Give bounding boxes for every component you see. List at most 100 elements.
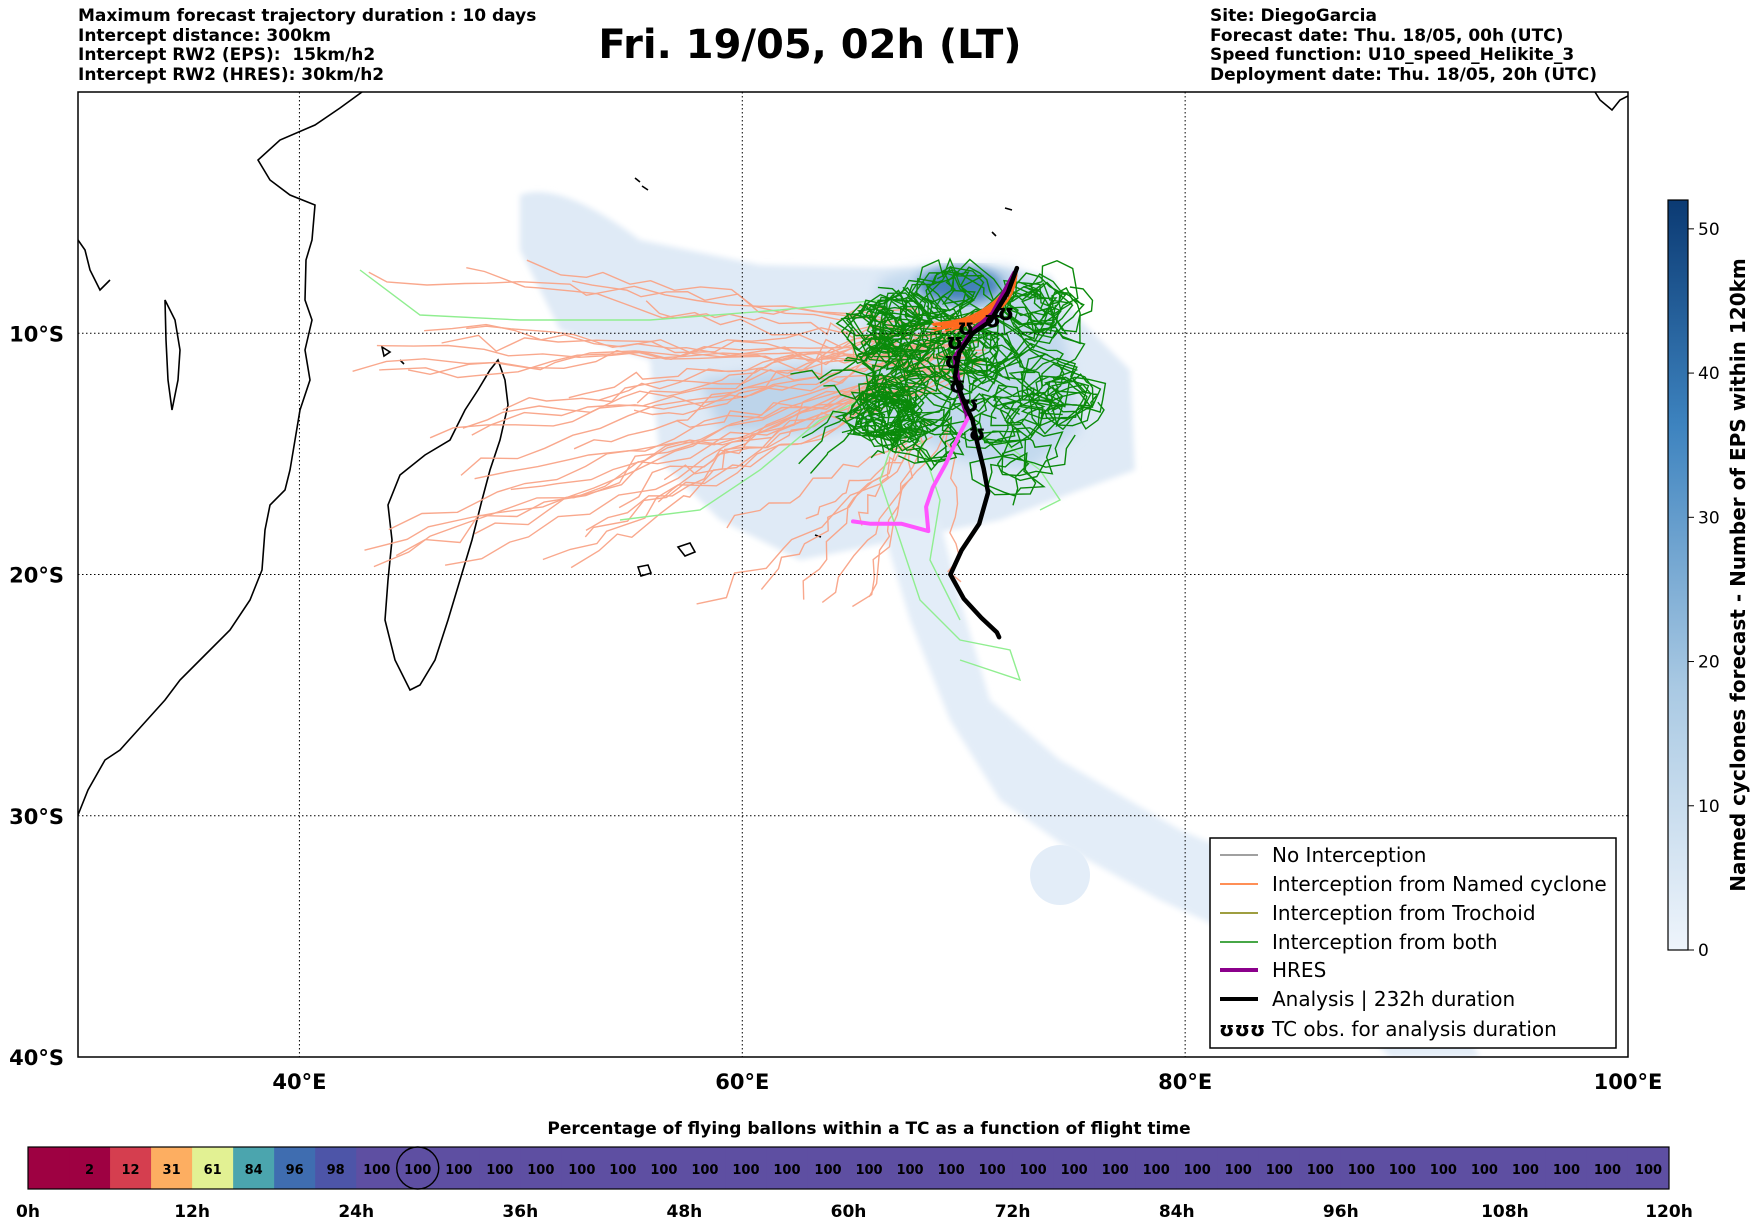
flight-time-axis-label-48: 48h <box>667 1202 703 1222</box>
flight-time-axis-label-12: 12h <box>174 1202 210 1222</box>
x-tick-label-60: 60°E <box>715 1070 769 1094</box>
flight-time-cell <box>110 1147 152 1189</box>
trajectory-named-light <box>352 345 953 372</box>
header-right-info: Site: DiegoGarcia Forecast date: Thu. 18… <box>1210 6 1597 85</box>
flight-time-cell-value: 100 <box>1430 1163 1457 1178</box>
trajectory-both <box>823 384 909 405</box>
flight-time-cell <box>274 1147 316 1189</box>
tc-obs-marker: ʊ <box>969 422 986 447</box>
trajectory-both <box>963 384 1056 450</box>
tc-obs-marker: ʊ <box>984 308 1001 333</box>
tc-obs-marker: ʊ <box>949 373 966 398</box>
deployment-date-text: Deployment date: Thu. 18/05, 20h (UTC) <box>1210 64 1597 85</box>
flight-time-cell-value: 100 <box>1266 1163 1293 1178</box>
flight-time-cell-value: 31 <box>163 1163 181 1178</box>
flight-time-cell <box>889 1147 932 1189</box>
colorbar-tick-label-0: 0 <box>1698 941 1709 961</box>
flight-time-cell <box>1422 1147 1465 1189</box>
trajectory-both <box>790 369 939 381</box>
flight-time-cell-value: 100 <box>1553 1163 1580 1178</box>
x-tick-label-40: 40°E <box>272 1070 326 1094</box>
flight-time-cell <box>1135 1147 1178 1189</box>
colorbar-tick-label-50: 50 <box>1698 220 1720 240</box>
flight-time-cell <box>971 1147 1014 1189</box>
flight-time-cell-value: 100 <box>650 1163 677 1178</box>
trajectory-both-light <box>879 419 1022 682</box>
legend-label-tc-obs: TC obs. for analysis duration <box>1271 1017 1557 1041</box>
flight-time-cell <box>69 1147 111 1189</box>
flight-time-cell-value: 100 <box>1102 1163 1129 1178</box>
trajectory-both-light <box>999 439 1062 511</box>
flight-time-cell <box>397 1147 439 1189</box>
chart-title: Fri. 19/05, 02h (LT) <box>598 22 1022 68</box>
colorbar-tick-label-20: 20 <box>1698 653 1720 673</box>
somalia-coast-north <box>78 239 111 292</box>
flight-time-cell <box>1627 1147 1670 1189</box>
flight-time-cell-value: 2 <box>85 1163 94 1178</box>
flight-time-axis-label-60: 60h <box>831 1202 867 1222</box>
hres-track-late <box>851 415 971 534</box>
trajectory-both <box>889 408 967 472</box>
flight-time-frame <box>27 1146 1670 1190</box>
trajectory-both <box>906 257 984 322</box>
seychelles-islands <box>634 177 649 191</box>
flight-time-cell-value: 98 <box>327 1163 345 1178</box>
intercept-eps-text: Intercept RW2 (EPS): 15km/h2 <box>78 45 376 65</box>
trajectory-both <box>988 279 1074 336</box>
flight-time-bar: Percentage of flying ballons within a TC… <box>16 1119 1693 1222</box>
flight-time-cell-value: 96 <box>286 1163 304 1178</box>
trajectory-both <box>860 299 965 374</box>
legend: No Interception Interception from Named … <box>1209 837 1617 1049</box>
flight-time-axis-label-0: 0h <box>16 1202 40 1222</box>
flight-time-cell-value: 100 <box>1348 1163 1375 1178</box>
flight-time-cell-value: 100 <box>979 1163 1006 1178</box>
legend-swatch-tc-obs: ʊʊʊ <box>1219 1017 1265 1041</box>
trajectory-named-light <box>571 280 974 325</box>
x-tick-labels: 40°E 60°E 80°E 100°E <box>272 1070 1662 1094</box>
colorbar-gradient <box>1667 199 1689 951</box>
trajectory-named-light <box>429 364 953 439</box>
flight-time-cell-value: 84 <box>245 1163 263 1178</box>
flight-time-axis-labels: 0h 12h 24h 36h 48h 60h 72h 84h 96h 108h 120h <box>16 1202 1693 1222</box>
flight-time-cell <box>602 1147 644 1189</box>
flight-time-cell-value: 100 <box>527 1163 554 1178</box>
flight-time-cell <box>930 1147 973 1189</box>
flight-time-cell-value: 100 <box>1143 1163 1170 1178</box>
legend-label-both: Interception from both <box>1272 930 1498 954</box>
flight-time-cell-value: 100 <box>1184 1163 1211 1178</box>
trajectory-both <box>1025 286 1094 345</box>
flight-time-cell <box>151 1147 193 1189</box>
flight-time-cell-value: 100 <box>1061 1163 1088 1178</box>
gridlines <box>78 92 1628 1057</box>
flight-time-axis-label-24: 24h <box>338 1202 374 1222</box>
trajectory-both <box>1008 328 1087 408</box>
trajectory-named-light <box>868 440 919 598</box>
flight-time-cell-value: 100 <box>1389 1163 1416 1178</box>
flight-time-cell <box>479 1147 521 1189</box>
flight-time-cell-value: 100 <box>732 1163 759 1178</box>
trajectory-named-light <box>760 445 909 590</box>
flight-time-cell-value: 100 <box>404 1163 431 1178</box>
flight-time-cell-value: 100 <box>773 1163 800 1178</box>
flight-time-cell <box>356 1147 398 1189</box>
y-tick-label--20: 20°S <box>9 564 64 588</box>
legend-label-trochoid: Interception from Trochoid <box>1272 901 1536 925</box>
legend-label-analysis: Analysis | 232h duration <box>1272 987 1515 1011</box>
flight-time-cell <box>1299 1147 1342 1189</box>
flight-time-cell-value: 100 <box>1225 1163 1252 1178</box>
trajectory-both-light <box>619 379 901 521</box>
trajectory-both <box>870 407 910 459</box>
africa-coast <box>78 92 363 816</box>
flight-time-cell-value: 100 <box>691 1163 718 1178</box>
flight-time-cell <box>807 1147 849 1189</box>
y-tick-label--40: 40°S <box>9 1046 64 1070</box>
colorbar-tick-label-10: 10 <box>1698 797 1720 817</box>
flight-time-cell-value: 100 <box>568 1163 595 1178</box>
y-tick-labels: 10°S 20°S 30°S 40°S <box>9 322 64 1070</box>
flight-time-cell-value: 100 <box>1020 1163 1047 1178</box>
madagascar-coast <box>384 358 509 692</box>
flight-time-cell-value: 100 <box>609 1163 636 1178</box>
flight-time-cell-value: 100 <box>445 1163 472 1178</box>
flight-time-axis-label-36: 36h <box>502 1202 538 1222</box>
flight-time-cell <box>520 1147 562 1189</box>
